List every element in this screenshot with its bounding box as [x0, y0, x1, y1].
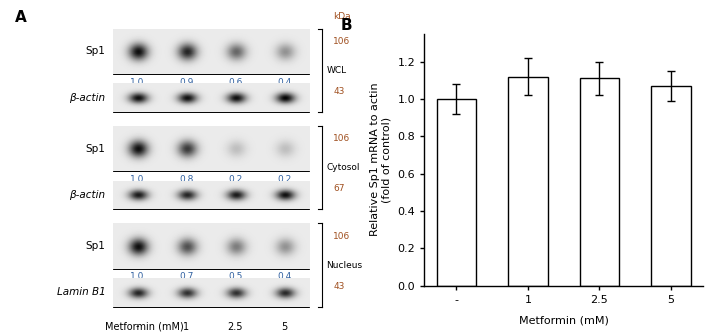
Text: WCL: WCL — [326, 66, 347, 75]
Text: Nucleus: Nucleus — [326, 261, 362, 269]
Text: β-actin: β-actin — [69, 190, 105, 200]
Text: 0.4: 0.4 — [277, 78, 291, 87]
Text: β-actin: β-actin — [69, 93, 105, 102]
Bar — [436, 99, 476, 286]
Text: 0.4: 0.4 — [277, 272, 291, 282]
Text: 0.5: 0.5 — [228, 272, 243, 282]
Text: 1: 1 — [183, 322, 189, 332]
Bar — [113, 83, 309, 112]
Text: 0.2: 0.2 — [228, 175, 242, 184]
Text: 0.6: 0.6 — [228, 78, 243, 87]
Bar — [113, 29, 309, 74]
Bar — [651, 86, 690, 286]
Text: 0.2: 0.2 — [277, 175, 291, 184]
Text: 43: 43 — [334, 87, 344, 96]
Text: B: B — [341, 18, 352, 34]
Text: Metformin (mM): Metformin (mM) — [519, 316, 609, 326]
Text: 1.0: 1.0 — [130, 175, 144, 184]
Text: 106: 106 — [334, 37, 351, 46]
Bar — [508, 77, 547, 286]
Text: 0.7: 0.7 — [179, 272, 194, 282]
Text: 1.0: 1.0 — [130, 272, 144, 282]
Bar — [113, 126, 309, 171]
Text: 0.9: 0.9 — [179, 78, 194, 87]
Text: 106: 106 — [334, 134, 351, 143]
Text: kDa: kDa — [334, 12, 351, 21]
Text: 5: 5 — [281, 322, 288, 332]
Text: Sp1: Sp1 — [86, 144, 105, 154]
Bar — [113, 223, 309, 269]
Text: A: A — [14, 10, 27, 25]
Text: 1.0: 1.0 — [130, 78, 144, 87]
Y-axis label: Relative Sp1 mRNA to actin
(fold of control): Relative Sp1 mRNA to actin (fold of cont… — [370, 83, 392, 237]
Text: 106: 106 — [334, 232, 351, 241]
Text: Cytosol: Cytosol — [326, 163, 360, 172]
Text: Metformin (mM): Metformin (mM) — [105, 322, 184, 332]
Bar — [113, 181, 309, 209]
Text: 0.8: 0.8 — [179, 175, 194, 184]
Bar — [113, 278, 309, 307]
Text: Sp1: Sp1 — [86, 241, 105, 251]
Text: 43: 43 — [334, 282, 344, 291]
Text: 2.5: 2.5 — [228, 322, 243, 332]
Bar — [580, 78, 619, 286]
Text: -: - — [136, 322, 139, 332]
Text: Lamin B1: Lamin B1 — [57, 288, 105, 297]
Text: 67: 67 — [334, 184, 345, 193]
Text: Sp1: Sp1 — [86, 46, 105, 56]
